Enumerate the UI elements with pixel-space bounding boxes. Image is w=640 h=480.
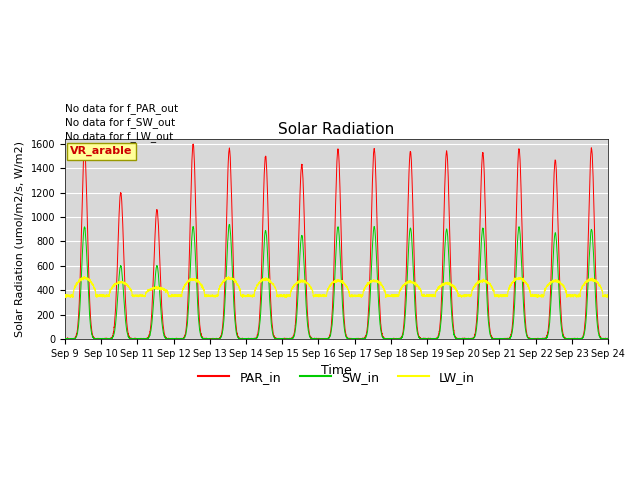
Text: No data for f_LW_out: No data for f_LW_out bbox=[65, 131, 173, 142]
Text: VR_arable: VR_arable bbox=[70, 146, 132, 156]
Title: Solar Radiation: Solar Radiation bbox=[278, 121, 395, 137]
Legend: PAR_in, SW_in, LW_in: PAR_in, SW_in, LW_in bbox=[193, 366, 480, 389]
Text: No data for f_SW_out: No data for f_SW_out bbox=[65, 117, 175, 128]
Text: No data for f_PAR_out: No data for f_PAR_out bbox=[65, 103, 178, 114]
X-axis label: Time: Time bbox=[321, 364, 352, 377]
Y-axis label: Solar Radiation (umol/m2/s, W/m2): Solar Radiation (umol/m2/s, W/m2) bbox=[15, 141, 25, 337]
